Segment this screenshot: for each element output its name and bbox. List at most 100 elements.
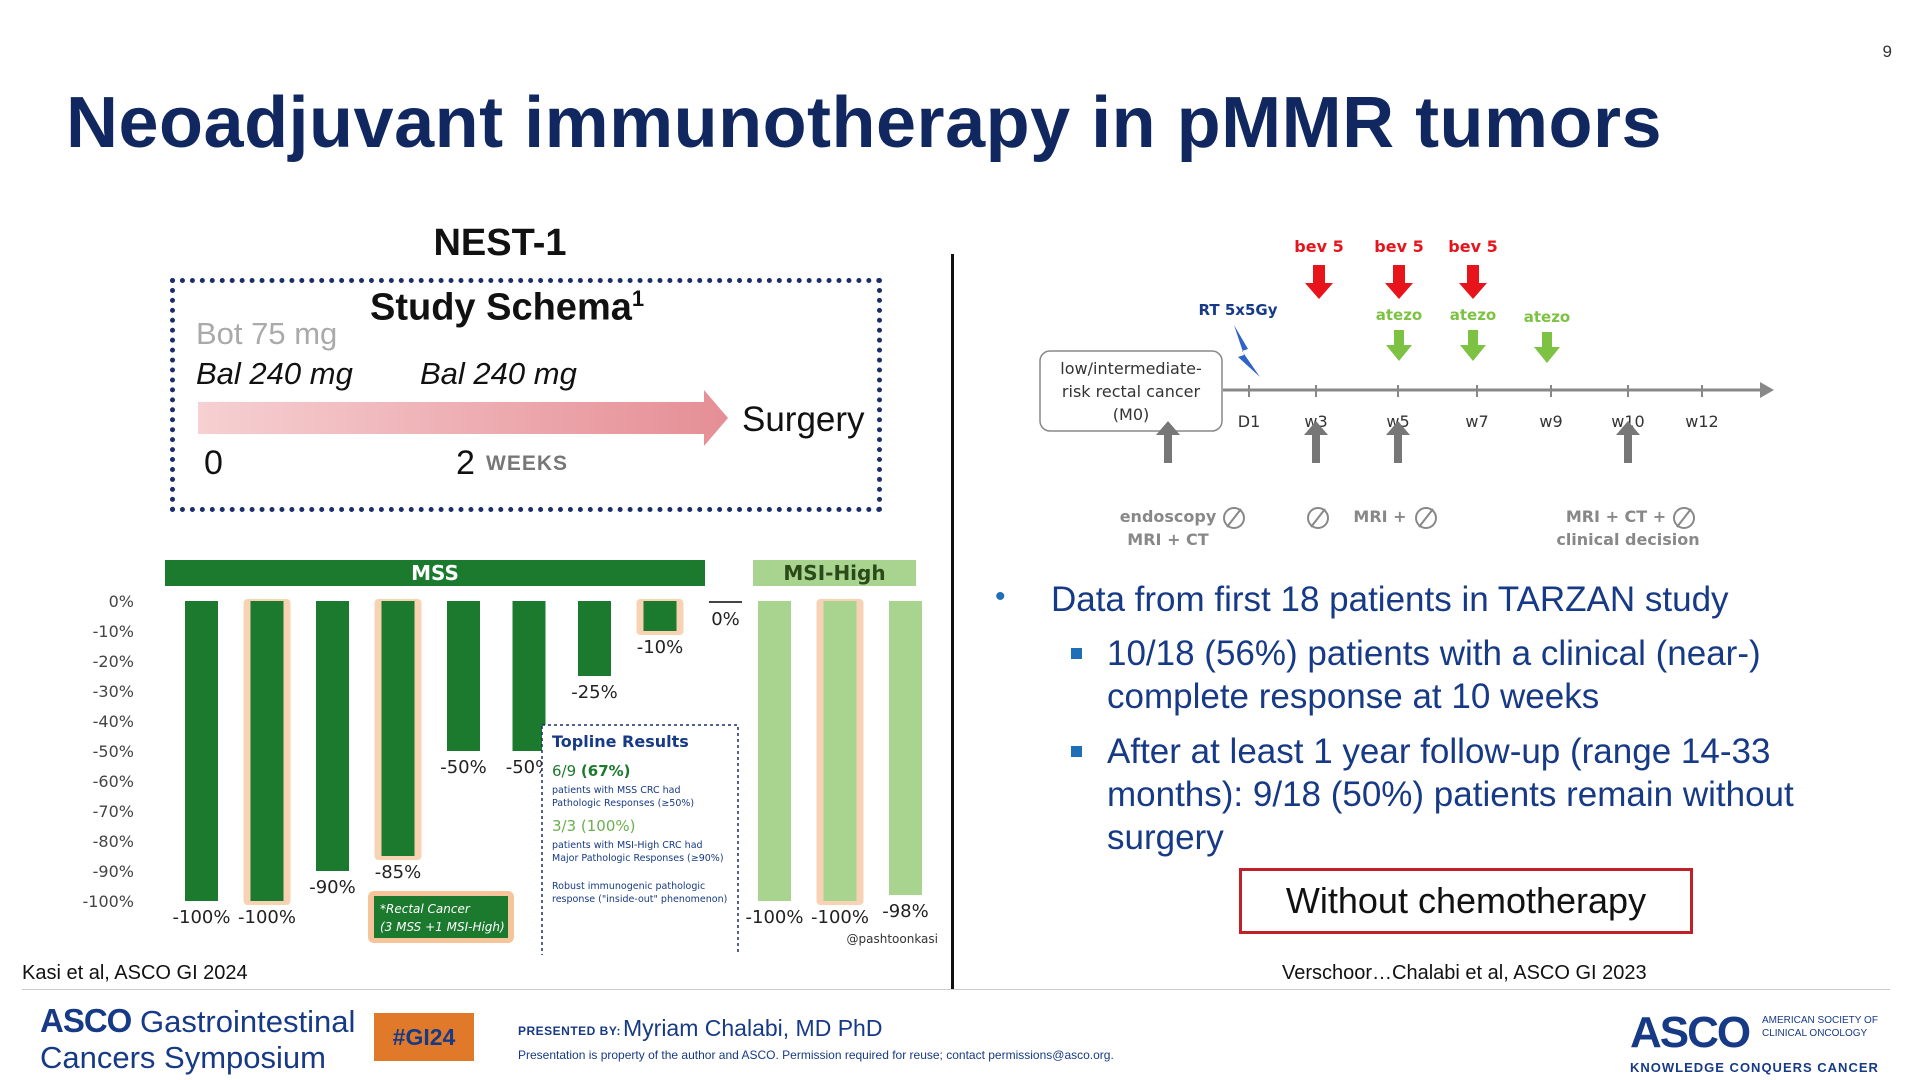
bar-value-label: -100% bbox=[746, 907, 804, 928]
timepoint-label: w7 bbox=[1465, 412, 1488, 431]
y-tick-label: -100% bbox=[82, 892, 134, 911]
topline-desc-1b: Pathologic Responses (≥50%) bbox=[552, 798, 694, 809]
rectal-note-line-2: (3 MSS +1 MSI-High) bbox=[380, 920, 505, 934]
endoscope-icon-3 bbox=[1415, 507, 1437, 529]
topline-desc-2a: patients with MSI-High CRC had bbox=[552, 840, 703, 851]
bev-arrow-1 bbox=[1305, 265, 1333, 299]
citation-right: Verschoor…Chalabi et al, ASCO GI 2023 bbox=[1282, 962, 1647, 984]
y-tick-label: -70% bbox=[93, 802, 134, 821]
atezo-arrows bbox=[1386, 330, 1560, 363]
bar-value-label: 0% bbox=[711, 609, 740, 630]
topline-desc-3a: Robust immunogenic pathologic bbox=[552, 881, 705, 892]
bal-dose-2: Bal 240 mg bbox=[420, 356, 577, 391]
patient-box bbox=[1039, 350, 1223, 432]
response-bar bbox=[316, 601, 349, 871]
property-notice: Presentation is property of the author a… bbox=[518, 1048, 1114, 1062]
bar-value-label: -50% bbox=[506, 757, 553, 778]
study-schema-title: Study Schema1 bbox=[370, 286, 644, 330]
bullet-dot: • bbox=[995, 580, 1006, 613]
bar-value-label: -98% bbox=[882, 901, 929, 922]
bar-value-label: -90% bbox=[309, 877, 356, 898]
assess-1-line-1: endoscopy bbox=[1120, 507, 1217, 526]
group-header-bar bbox=[165, 560, 705, 586]
without-chemo-box: Without chemotherapy bbox=[1239, 868, 1693, 934]
y-tick-label: -40% bbox=[93, 712, 134, 731]
response-bar bbox=[381, 601, 415, 856]
time-two-label: 2 bbox=[456, 444, 475, 482]
topline-result-1-pct: (67%) bbox=[581, 762, 631, 780]
timepoint-label: w12 bbox=[1685, 412, 1718, 431]
atezo-arrow-3 bbox=[1534, 332, 1560, 363]
endoscope-icon-4 bbox=[1673, 507, 1695, 529]
bar-value-label: -100% bbox=[811, 907, 869, 928]
box-line-2: risk rectal cancer bbox=[1062, 382, 1201, 401]
hashtag-badge: #GI24 bbox=[374, 1013, 474, 1061]
response-bar bbox=[823, 601, 857, 901]
bullet-sub-1-text: 10/18 (56%) patients with a clinical (ne… bbox=[1107, 634, 1761, 716]
study-schema-box bbox=[170, 278, 882, 512]
bar-value-label: -25% bbox=[571, 682, 618, 703]
asco-logo: ASCO AMERICAN SOCIETY OF CLINICAL ONCOLOG… bbox=[1630, 1008, 1878, 1075]
vertical-divider bbox=[951, 254, 954, 989]
response-bar bbox=[643, 601, 677, 631]
response-bar bbox=[250, 601, 284, 901]
bar-value-label: -50% bbox=[440, 757, 487, 778]
presented-by-label: PRESENTED BY: bbox=[518, 1024, 621, 1038]
assessment-arrows bbox=[1156, 421, 1640, 463]
group-header-bar bbox=[753, 560, 916, 586]
topline-desc-2b: Major Pathologic Responses (≥90%) bbox=[552, 853, 724, 864]
response-bar bbox=[578, 601, 611, 676]
surgery-label: Surgery bbox=[742, 400, 865, 439]
assess-4-line-2: clinical decision bbox=[1556, 530, 1699, 549]
scope-icons bbox=[1223, 507, 1695, 529]
bev-arrow-3 bbox=[1459, 265, 1487, 299]
asco-word: ASCO bbox=[40, 1002, 132, 1039]
schema-title-sup: 1 bbox=[631, 286, 645, 311]
endoscope-icon-2 bbox=[1307, 507, 1329, 529]
box-line-3: (M0) bbox=[1113, 405, 1149, 424]
bullet-sub-1: 10/18 (56%) patients with a clinical (ne… bbox=[995, 632, 1845, 718]
group-header-label: MSS bbox=[411, 561, 459, 585]
topline-result-2: 3/3 (100%) bbox=[552, 817, 636, 835]
rt-label: RT 5x5Gy bbox=[1199, 301, 1278, 319]
lightning-icon bbox=[1234, 325, 1260, 377]
bullet-main: • Data from first 18 patients in TARZAN s… bbox=[995, 580, 1845, 620]
bev-label-3: bev 5 bbox=[1448, 237, 1497, 256]
assess-3-label: MRI + bbox=[1353, 507, 1406, 526]
y-tick-label: 0% bbox=[109, 592, 134, 611]
bullet-sub-2-text: After at least 1 year follow-up (range 1… bbox=[1107, 732, 1794, 857]
presenter-name: Myriam Chalabi, MD PhD bbox=[623, 1015, 883, 1041]
asco-society-text: AMERICAN SOCIETY OF CLINICAL ONCOLOGY bbox=[1762, 1014, 1878, 1040]
society-line-2: CLINICAL ONCOLOGY bbox=[1762, 1028, 1868, 1039]
society-line-1: AMERICAN SOCIETY OF bbox=[1762, 1015, 1878, 1026]
group-header-label: MSI-High bbox=[783, 561, 885, 585]
nest1-heading: NEST-1 bbox=[433, 222, 567, 264]
asco-logo-text: ASCO bbox=[1630, 1008, 1751, 1057]
weeks-label: WEEKS bbox=[486, 452, 569, 475]
gi-word: Gastrointestinal bbox=[139, 1004, 356, 1039]
topline-title: Topline Results bbox=[552, 732, 689, 751]
assess-arrow-1 bbox=[1156, 421, 1180, 463]
timeline-arrowhead bbox=[1760, 382, 1774, 398]
topline-desc-3b: response ("inside-out" phenomenon) bbox=[552, 894, 727, 905]
bullet-sub-2: After at least 1 year follow-up (range 1… bbox=[995, 730, 1845, 859]
rectal-note-line-1: *Rectal Cancer bbox=[380, 902, 471, 916]
schema-arrow bbox=[198, 390, 728, 446]
bev-arrow-2 bbox=[1385, 265, 1413, 299]
assess-4-line-1: MRI + CT + bbox=[1566, 507, 1666, 526]
bar-value-label: -100% bbox=[173, 907, 231, 928]
y-tick-label: -30% bbox=[93, 682, 134, 701]
assess-1-line-2: MRI + CT bbox=[1127, 530, 1208, 549]
bev-label-1: bev 5 bbox=[1294, 237, 1343, 256]
response-bar bbox=[758, 601, 791, 901]
endoscope-icon-1 bbox=[1223, 507, 1245, 529]
citation-left: Kasi et al, ASCO GI 2024 bbox=[22, 962, 248, 984]
atezo-label-2: atezo bbox=[1450, 306, 1497, 324]
footer-divider bbox=[22, 989, 1890, 990]
response-bar bbox=[512, 601, 546, 751]
box-line-1: low/intermediate- bbox=[1060, 359, 1201, 378]
asco-tagline: KNOWLEDGE CONQUERS CANCER bbox=[1630, 1060, 1879, 1075]
assess-arrow-3 bbox=[1386, 421, 1410, 463]
y-tick-label: -20% bbox=[93, 652, 134, 671]
schema-title-text: Study Schema bbox=[370, 286, 632, 329]
